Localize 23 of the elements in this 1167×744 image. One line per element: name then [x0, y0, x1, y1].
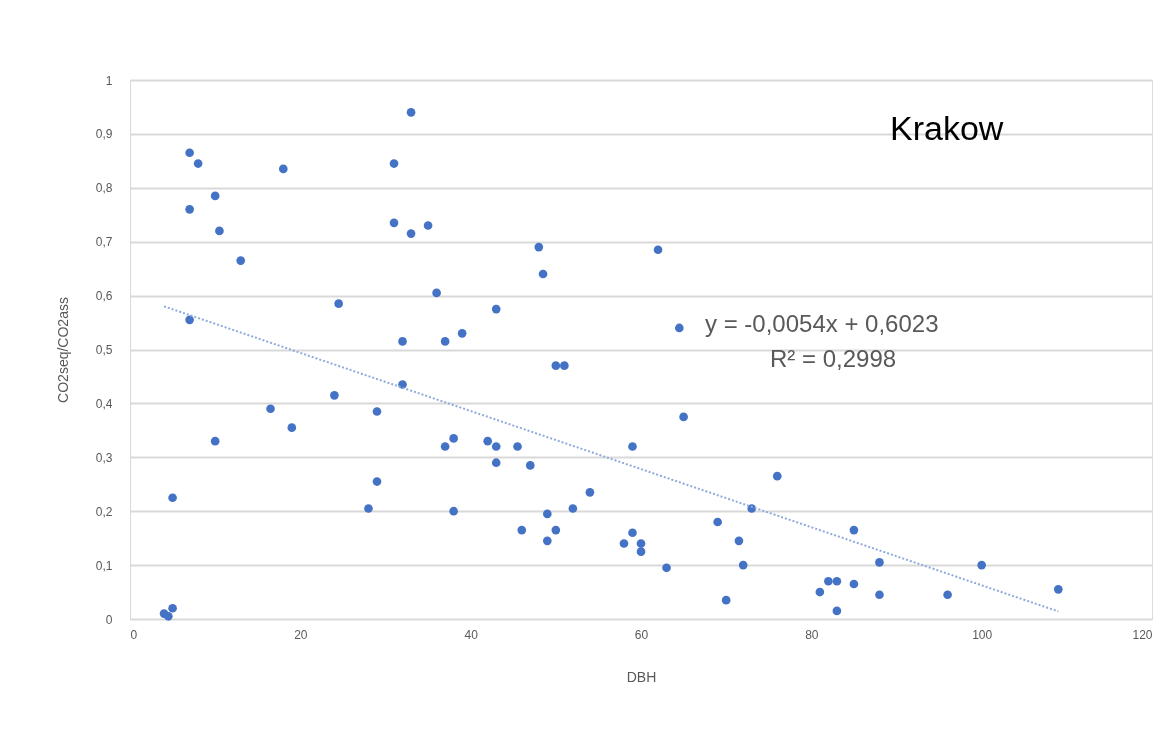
x-tick-label: 20: [294, 627, 308, 642]
x-axis-title: DBH: [626, 668, 657, 685]
y-tick-label: 0,3: [95, 450, 113, 465]
annotation: R² = 0,2998: [770, 345, 897, 372]
y-tick-label: 0,9: [95, 127, 113, 142]
y-axis-title: CO2seq/CO2ass: [54, 297, 71, 403]
y-tick-label: 0,7: [95, 235, 113, 250]
y-tick-label: 0,6: [95, 289, 113, 304]
x-tick-label: 0: [130, 627, 138, 642]
y-tick-label: 0: [105, 612, 113, 627]
x-tick-label: 120: [1132, 627, 1153, 642]
y-tick-label: 0,8: [95, 181, 113, 196]
x-tick-label: 60: [634, 627, 649, 642]
annotation: Krakow: [890, 109, 1004, 147]
annotation: y = -0,0054x + 0,6023: [705, 310, 939, 337]
x-tick-label: 40: [464, 627, 479, 642]
y-tick-label: 0,4: [95, 396, 113, 411]
x-tick-label: 80: [805, 627, 819, 642]
y-tick-label: 0,2: [95, 504, 113, 519]
x-tick-label: 100: [972, 627, 993, 642]
y-tick-label: 1: [105, 73, 113, 88]
y-tick-label: 0,5: [95, 343, 113, 357]
y-tick-label: 0,1: [95, 558, 113, 573]
